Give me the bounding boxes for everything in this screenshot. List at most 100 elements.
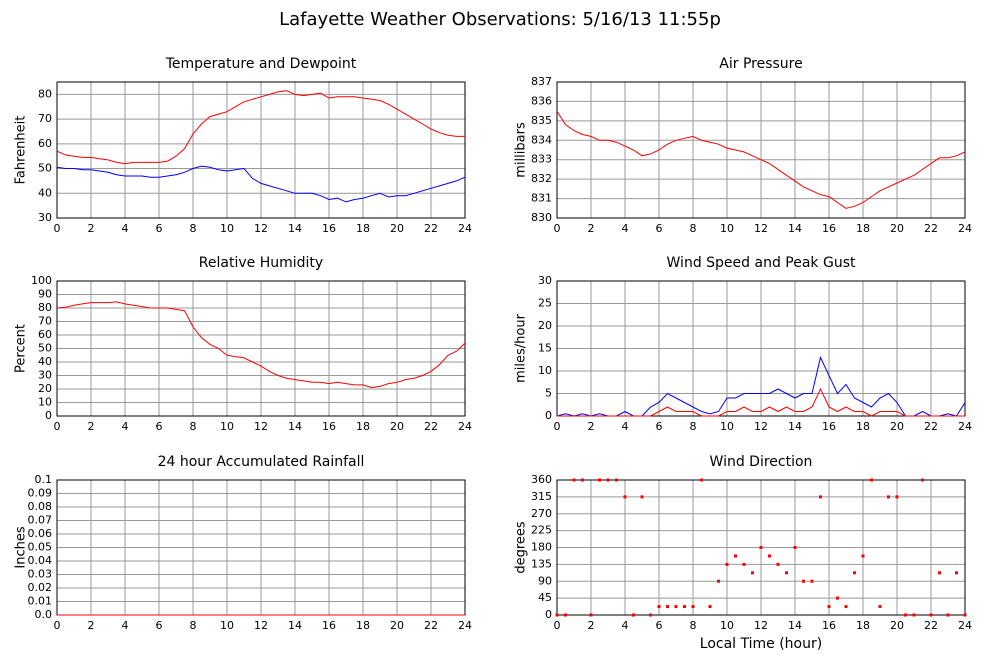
x-tick-label: 14	[288, 619, 302, 632]
x-tick-label: 12	[254, 420, 268, 433]
data-point	[938, 571, 941, 575]
y-tick-label: 80	[38, 301, 52, 314]
data-point	[657, 605, 661, 609]
data-point	[640, 495, 644, 499]
x-tick-label: 4	[622, 222, 629, 235]
x-tick-label: 8	[190, 619, 197, 632]
x-tick-label: 20	[890, 619, 904, 632]
y-tick-label: 833	[531, 153, 552, 166]
data-point	[793, 546, 797, 549]
y-tick-label: 270	[531, 507, 552, 520]
data-point	[827, 605, 831, 609]
y-tick-label: 30	[38, 211, 52, 224]
y-tick-label: 0.04	[28, 554, 53, 567]
y-tick-label: 180	[531, 541, 552, 554]
x-tick-label: 2	[88, 619, 95, 632]
data-point	[912, 613, 916, 617]
x-tick-label: 16	[822, 222, 836, 235]
x-tick-label: 8	[690, 420, 697, 433]
y-tick-label: 0.05	[28, 541, 53, 554]
x-tick-label: 10	[220, 420, 234, 433]
x-tick-label: 14	[288, 420, 302, 433]
y-tick-label: 30	[38, 369, 52, 382]
data-point	[649, 613, 652, 617]
data-point	[836, 596, 839, 600]
data-line	[557, 387, 965, 417]
y-tick-label: 60	[38, 137, 52, 150]
y-tick-label: 0.0	[35, 608, 53, 621]
y-tick-label: 832	[531, 172, 552, 185]
x-tick-label: 22	[924, 619, 938, 632]
data-point	[606, 478, 610, 482]
data-point	[564, 613, 567, 617]
x-tick-label: 10	[220, 619, 234, 632]
y-tick-label: 45	[538, 591, 552, 604]
page-title: Lafayette Weather Observations: 5/16/13 …	[279, 9, 721, 30]
data-point	[810, 579, 814, 583]
x-axis-label: Local Time (hour)	[700, 636, 822, 652]
x-tick-label: 16	[322, 619, 336, 632]
x-tick-label: 4	[622, 619, 629, 632]
x-tick-label: 4	[122, 222, 129, 235]
y-axis-label: Percent	[14, 324, 29, 373]
data-point	[844, 605, 848, 609]
y-tick-label: 0	[45, 409, 52, 422]
data-point	[615, 478, 618, 482]
y-axis-label: degrees	[514, 521, 529, 574]
x-tick-label: 6	[656, 222, 663, 235]
x-tick-label: 12	[754, 222, 768, 235]
chart-title: Wind Speed and Peak Gust	[667, 255, 856, 271]
y-tick-label: 830	[531, 211, 552, 224]
plot-frame	[556, 280, 966, 417]
x-tick-label: 4	[122, 420, 129, 433]
y-tick-label: 0	[545, 608, 552, 621]
x-tick-label: 10	[220, 222, 234, 235]
x-tick-label: 8	[690, 619, 697, 632]
data-point	[717, 579, 720, 583]
y-tick-label: 10	[538, 364, 552, 377]
y-tick-label: 50	[38, 162, 52, 175]
plot-frame	[556, 479, 966, 616]
x-tick-label: 6	[656, 619, 663, 632]
data-line	[56, 90, 465, 165]
data-point	[895, 495, 899, 499]
y-tick-label: 835	[531, 114, 552, 127]
x-tick-label: 16	[822, 420, 836, 433]
x-tick-label: 6	[156, 420, 163, 433]
y-tick-label: 0	[545, 409, 552, 422]
y-tick-label: 0.08	[28, 500, 53, 513]
x-tick-label: 10	[720, 222, 734, 235]
data-point	[683, 605, 686, 609]
chart-title: Wind Direction	[710, 454, 813, 470]
y-axis-label: millibars	[514, 122, 529, 178]
data-point	[802, 579, 805, 583]
y-tick-label: 834	[531, 133, 552, 146]
data-point	[929, 613, 933, 617]
y-tick-label: 831	[531, 192, 552, 205]
x-tick-label: 6	[656, 420, 663, 433]
x-tick-label: 22	[424, 222, 438, 235]
data-point	[708, 605, 712, 609]
y-tick-label: 836	[531, 94, 552, 107]
x-tick-label: 8	[190, 420, 197, 433]
x-tick-label: 14	[788, 420, 802, 433]
data-point	[742, 562, 746, 566]
data-point	[572, 478, 576, 482]
x-tick-label: 24	[958, 222, 972, 235]
x-tick-label: 20	[390, 222, 404, 235]
x-tick-label: 24	[458, 420, 472, 433]
data-point	[691, 605, 695, 609]
data-point	[819, 495, 822, 499]
x-tick-label: 24	[458, 222, 472, 235]
x-tick-label: 22	[924, 222, 938, 235]
y-axis-label: Inches	[14, 526, 29, 568]
x-tick-label: 20	[890, 222, 904, 235]
y-tick-label: 360	[531, 473, 552, 486]
x-tick-label: 6	[156, 619, 163, 632]
y-tick-label: 70	[38, 112, 52, 125]
x-tick-label: 10	[720, 420, 734, 433]
data-line	[556, 110, 966, 209]
data-point	[887, 495, 890, 499]
y-tick-label: 25	[538, 297, 552, 310]
x-tick-label: 24	[958, 420, 972, 433]
